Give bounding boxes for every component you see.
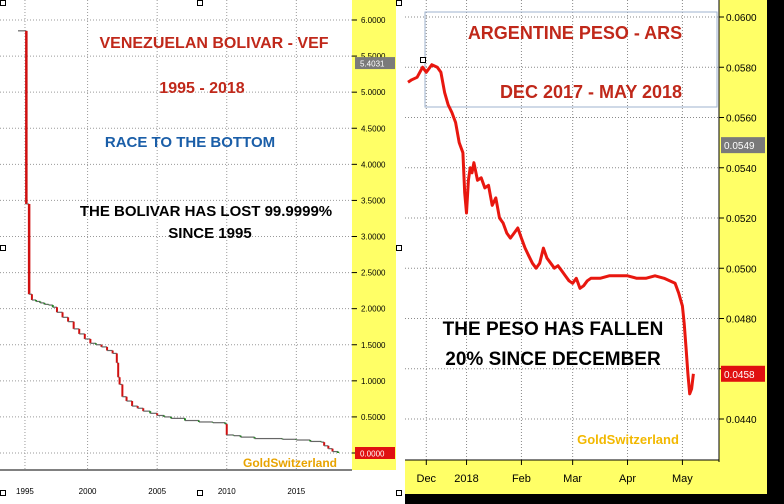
vef-y-tick-label: 3.5000 (361, 196, 386, 205)
selection-handle-top-mid-left[interactable] (197, 0, 203, 6)
vef-x-tick-label: 2010 (218, 487, 236, 496)
vef-x-tick-label: 2015 (287, 487, 305, 496)
ars-y-tick-label: 0.0480 (726, 315, 757, 326)
vef-y-tick-label: 1.5000 (361, 341, 386, 350)
ars-x-tick-label: Apr (619, 473, 636, 485)
ars-y-tick-label: 0.0540 (726, 164, 757, 175)
ars-x-tick-label: May (672, 473, 693, 485)
vef-y-tick-label: 5.5000 (361, 52, 386, 61)
vef-price-tag (355, 57, 395, 70)
ars-price-tag (721, 137, 765, 154)
ars-annotation-line2: 20% SINCE DECEMBER (445, 349, 661, 370)
vef-price-tag (355, 447, 395, 459)
vef-price-tag-label: 0.0000 (360, 450, 385, 459)
vef-price-tag-label: 5.4031 (360, 60, 385, 69)
vef-watermark: GoldSwitzerland (243, 456, 337, 470)
vef-y-axis-band (352, 0, 396, 470)
selection-handle-bottom-mid[interactable] (396, 490, 402, 496)
selection-handle-center-mid[interactable] (396, 245, 402, 251)
ars-plot-area (405, 0, 719, 460)
vef-x-tick-label: 2000 (79, 487, 97, 496)
ars-series-line (407, 63, 695, 396)
vef-y-tick-label: 5.0000 (361, 88, 386, 97)
ars-y-tick-label: 0.0600 (726, 13, 757, 24)
ars-chart-panel: 0.04400.04600.04800.05000.05200.05400.05… (405, 0, 784, 504)
vef-y-tick-label: 1.0000 (361, 377, 386, 386)
vef-x-axis-band (0, 470, 352, 500)
vef-chart-subtitle: 1995 - 2018 (159, 80, 245, 97)
ars-chart-subtitle: DEC 2017 - MAY 2018 (500, 82, 682, 102)
vef-x-tick-label: 1995 (16, 487, 34, 496)
selection-handle-bottom-left[interactable] (0, 490, 6, 496)
ars-x-tick-label: Mar (563, 473, 582, 485)
vef-y-tick-label: 6.0000 (361, 16, 386, 25)
ars-y-tick-label: 0.0580 (726, 63, 757, 74)
vef-annotation-race: RACE TO THE BOTTOM (105, 134, 275, 151)
vef-plot-area (0, 0, 400, 470)
ars-price-tag-label: 0.0458 (724, 370, 755, 381)
ars-price-tag-label: 0.0549 (724, 141, 755, 152)
ars-y-tick-label: 0.0520 (726, 214, 757, 225)
vef-annotation-lost-line2: SINCE 1995 (168, 225, 251, 242)
vef-y-tick-label: 2.5000 (361, 269, 386, 278)
vef-y-tick-label: 4.5000 (361, 124, 386, 133)
vef-x-tick-label: 2005 (148, 487, 166, 496)
selection-handle-left-mid[interactable] (0, 245, 6, 251)
ars-y-tick-label: 0.0440 (726, 415, 757, 426)
selection-handle-top-mid[interactable] (396, 0, 402, 6)
ars-watermark: GoldSwitzerland (577, 432, 679, 447)
ars-y-tick-label: 0.0560 (726, 114, 757, 125)
vef-annotation-lost-line1: THE BOLIVAR HAS LOST 99.9999% (80, 203, 332, 220)
vef-y-tick-label: 2.0000 (361, 305, 386, 314)
ars-x-tick-label: Feb (512, 473, 531, 485)
vef-chart-panel: 0.0000 0.5000 1.0000 1.5000 2.0000 2.5000 3.00… (0, 0, 400, 500)
ars-x-tick-label: Dec (417, 473, 437, 485)
ars-y-tick-label: 0.0500 (726, 264, 757, 275)
selection-handle-top-left[interactable] (0, 0, 6, 6)
vef-y-tick-label: 0.5000 (361, 413, 386, 422)
ars-chart-title: ARGENTINE PESO - ARS (468, 23, 682, 43)
vef-y-tick-label: 3.0000 (361, 233, 386, 242)
ars-x-tick-label: 2018 (454, 473, 478, 485)
vef-y-tick-label: 4.0000 (361, 160, 386, 169)
selection-handle-bottom-mid-left[interactable] (197, 490, 203, 496)
vef-chart-title: VENEZUELAN BOLIVAR - VEF (99, 35, 328, 52)
ars-price-tag (721, 365, 765, 382)
ars-annotation-line1: THE PESO HAS FALLEN (443, 319, 664, 340)
selection-handle-title-box-corner[interactable] (420, 57, 426, 63)
ars-y-axis-band (719, 0, 767, 462)
ars-x-axis-band (405, 460, 767, 494)
